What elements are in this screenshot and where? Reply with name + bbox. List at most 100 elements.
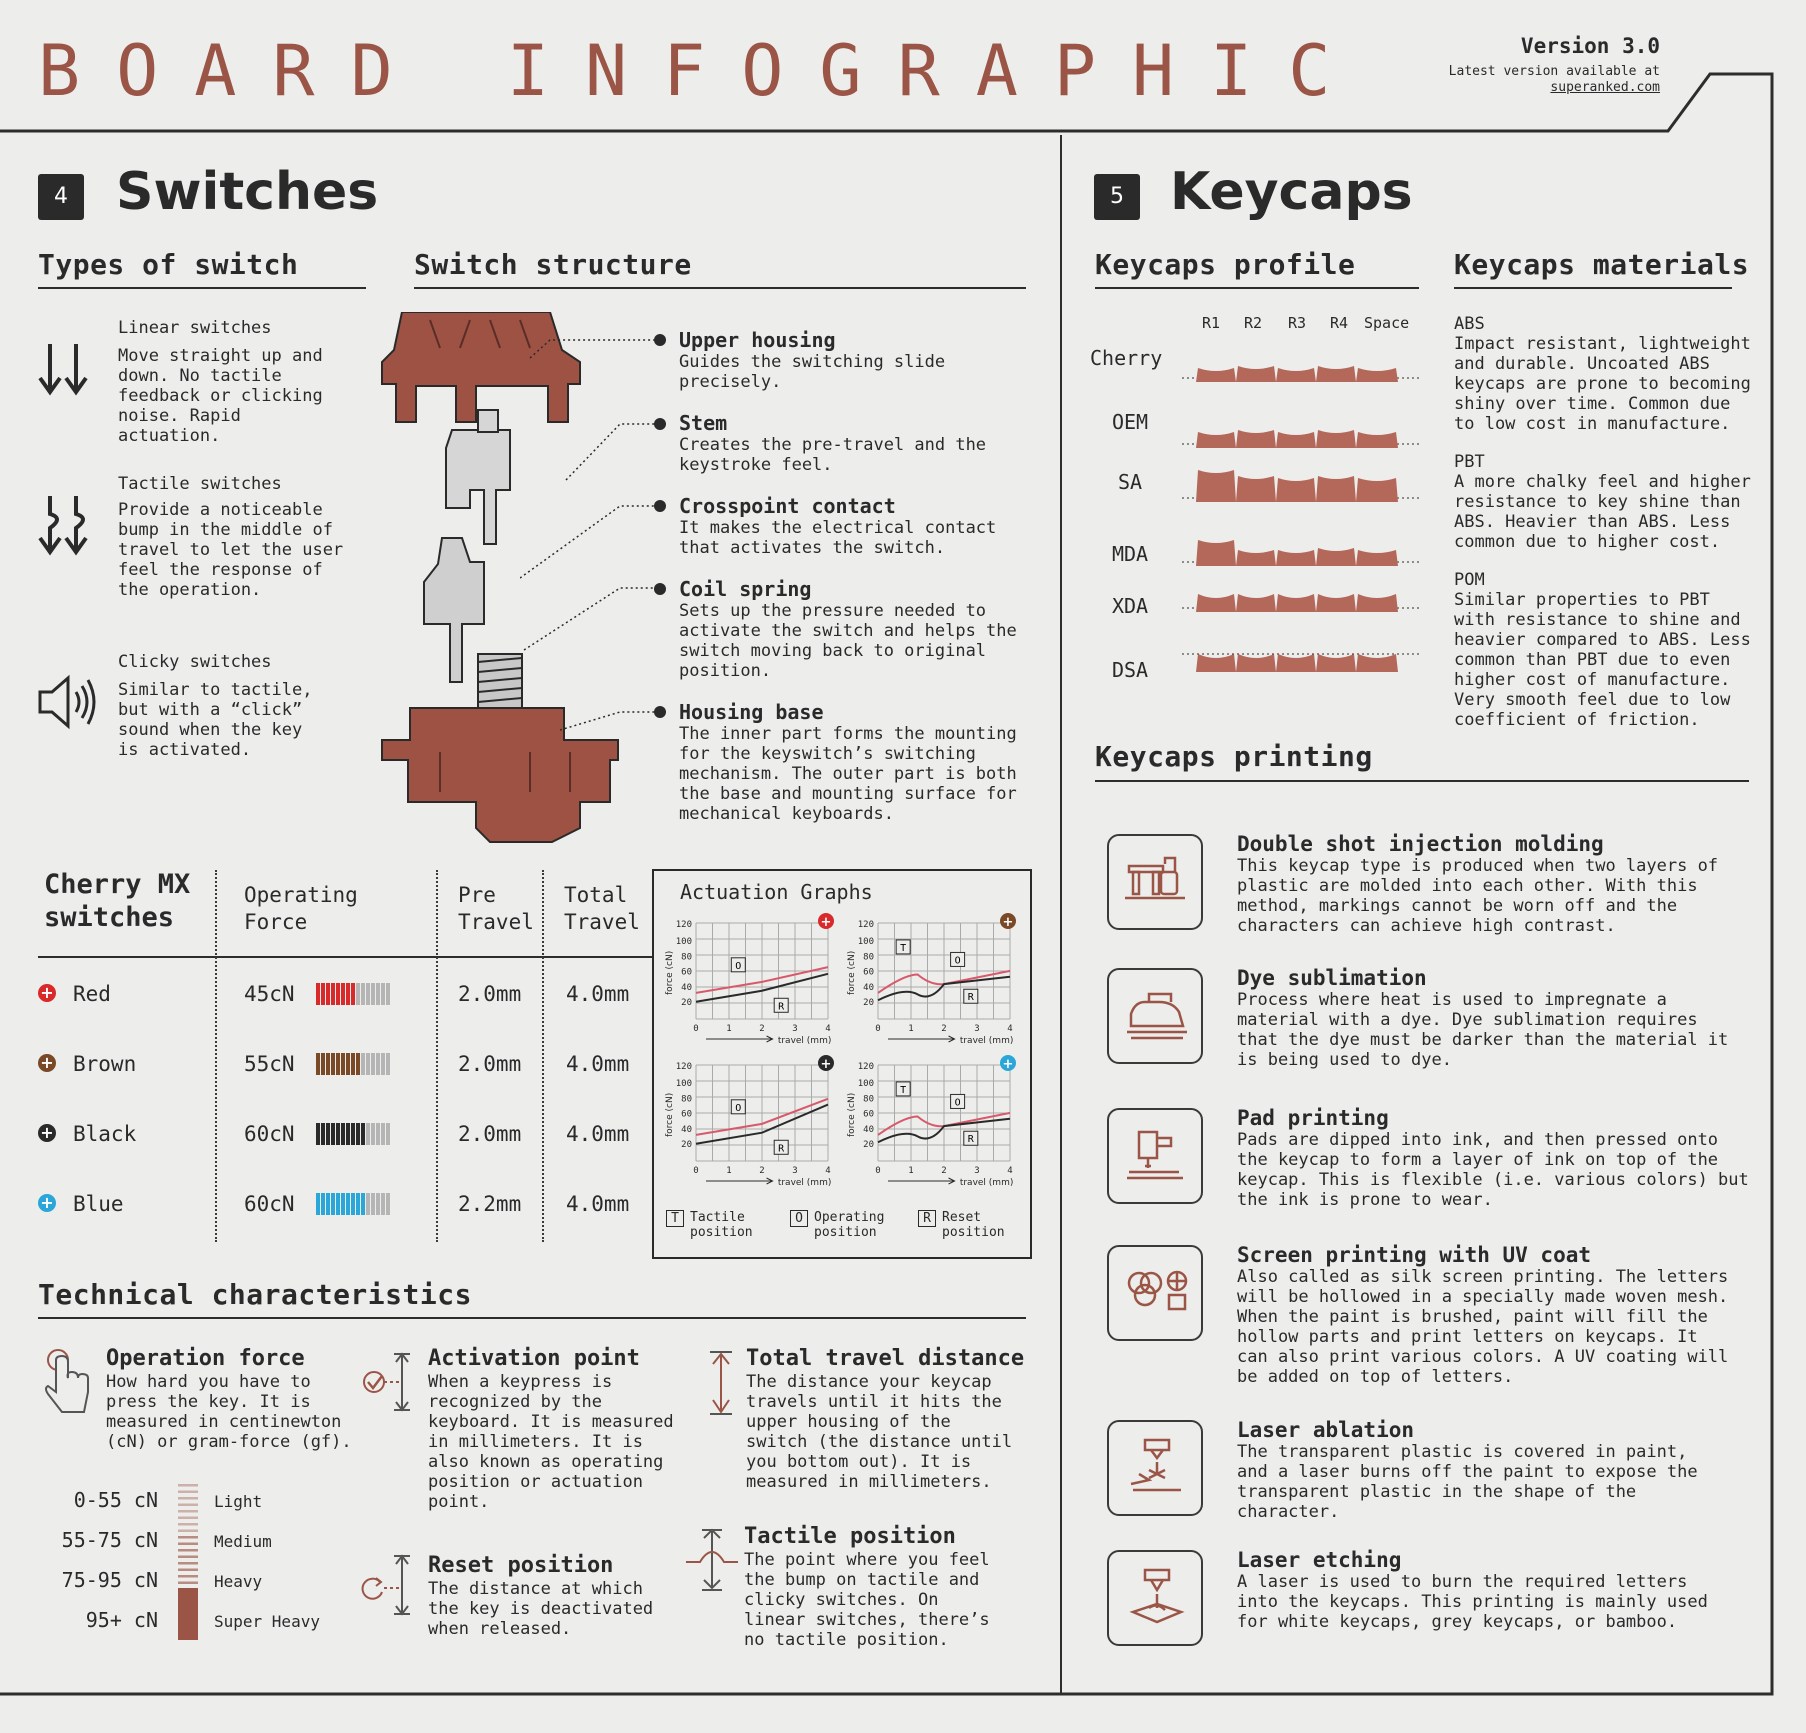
keycap-shape — [1196, 432, 1236, 448]
operating-marker-label: O — [955, 955, 961, 966]
printing-name: Double shot injection molding — [1237, 832, 1604, 856]
desc-line: measured in millimeters. — [746, 1472, 992, 1492]
desc-line: for the keyswitch’s switching — [679, 744, 976, 764]
scale-label: Light — [214, 1492, 263, 1511]
x-tick-label: 1 — [726, 1166, 731, 1176]
pad-printer-icon — [1107, 1108, 1203, 1204]
desc-line: Move straight up and — [118, 346, 323, 366]
desc-line: when released. — [428, 1619, 572, 1639]
printing-desc: This keycap type is produced when two la… — [1237, 856, 1718, 936]
reset-marker-label: R — [778, 1001, 785, 1012]
desc-line: Also called as silk screen printing. The… — [1237, 1267, 1729, 1287]
scale-tick — [178, 1575, 198, 1578]
plus-badge-icon: + — [38, 984, 56, 1002]
desc-line: into the keycaps. This printing is mainl… — [1237, 1592, 1708, 1612]
plus-badge-icon — [1000, 1055, 1016, 1071]
x-tick-label: 0 — [693, 1024, 698, 1034]
tech-heading: Technical characteristics — [38, 1278, 472, 1311]
force-bar-segment — [366, 983, 370, 1005]
row-label: R4 — [1330, 314, 1349, 332]
tech-item-name: Reset position — [428, 1553, 614, 1578]
switch-pretravel: 2.0mm — [458, 982, 522, 1006]
profile-name: OEM — [1111, 410, 1149, 434]
force-bar-segment — [346, 1053, 350, 1075]
desc-line: the ink is prone to wear. — [1237, 1190, 1493, 1210]
desc-line: The transparent plastic is covered in pa… — [1237, 1442, 1688, 1462]
force-bar-segment — [381, 1053, 385, 1075]
desc-line: mechanical keyboards. — [679, 804, 894, 824]
force-bar-segment — [341, 1123, 345, 1145]
scale-tick — [178, 1542, 198, 1545]
header-line: Total — [564, 883, 628, 907]
x-tick-label: 1 — [726, 1024, 731, 1034]
scale-tick — [178, 1601, 198, 1608]
x-tick-label: 1 — [908, 1024, 913, 1034]
desc-line: switch (the distance until — [746, 1432, 1013, 1452]
switch-name: Brown — [73, 1052, 137, 1076]
force-bar-segment — [341, 1193, 345, 1215]
y-tick-label: 20 — [863, 1140, 874, 1150]
force-bar-segment — [361, 983, 365, 1005]
desc-line: How hard you have to — [106, 1372, 311, 1392]
tactile-marker — [895, 1081, 911, 1097]
release-curve — [877, 1117, 1011, 1144]
keycap-shape — [1316, 476, 1356, 502]
operating-marker-label: O — [735, 961, 741, 972]
desc-line: you bottom out). It is — [746, 1452, 972, 1472]
plus-badge-icon: + — [38, 1054, 56, 1072]
press-curve — [695, 1097, 829, 1136]
tech-item-name: Activation point — [428, 1346, 640, 1371]
printing-desc: Also called as silk screen printing. The… — [1237, 1267, 1728, 1387]
part-name: Coil spring — [679, 577, 812, 601]
y-tick-label: 60 — [681, 1110, 692, 1120]
y-axis-label: force (cN) — [665, 1093, 675, 1137]
force-bar-segment — [351, 1193, 355, 1215]
part-marker — [654, 583, 666, 595]
scale-tick — [178, 1607, 198, 1614]
plus-badge-icon — [818, 1055, 834, 1071]
tactile-marker — [895, 939, 911, 955]
scale-range: 0-55 cN — [73, 1488, 158, 1512]
desc-line: shiny over time. Common due — [1454, 394, 1731, 414]
desc-line: is being used to dye. — [1237, 1050, 1452, 1070]
y-tick-label: 100 — [858, 1079, 874, 1089]
iron-icon — [1107, 968, 1203, 1064]
version-label: Version 3.0 — [1520, 34, 1660, 58]
operating-marker — [950, 1093, 966, 1109]
scale-range: 95+ cN — [85, 1608, 158, 1632]
table-header-switches: Cherry MX switches — [44, 868, 190, 934]
desc-line: switch moving back to original — [679, 641, 987, 661]
force-bar-segment — [351, 983, 355, 1005]
tactile-position-icon — [686, 1528, 738, 1591]
y-axis-label: force (cN) — [847, 951, 857, 995]
y-tick-label: 80 — [863, 952, 874, 962]
version-link[interactable]: superanked.com — [1550, 80, 1660, 95]
scale-tick — [178, 1627, 198, 1634]
switch-force: 60cN — [244, 1192, 295, 1216]
row-label: R1 — [1202, 314, 1221, 332]
part-marker — [654, 706, 666, 718]
switch-totaltravel: 4.0mm — [566, 1052, 630, 1076]
switch-name: Red — [73, 982, 111, 1006]
force-bar-segment — [361, 1123, 365, 1145]
table-header-force: Operating Force — [244, 882, 358, 936]
keycap-shape — [1356, 654, 1398, 672]
scale-tick — [178, 1490, 198, 1493]
desc-line: travels until it hits the — [746, 1392, 1002, 1412]
keycap-shape — [1196, 368, 1236, 382]
legend-operating: O Operating position — [790, 1210, 884, 1240]
graphs-legend: T Tactile position O Operating position R Res… — [666, 1210, 1026, 1250]
desc-line: method, markings cannot be worn off and … — [1237, 896, 1678, 916]
force-bar-segment — [316, 1053, 320, 1075]
desc-line: It makes the electrical contact — [679, 518, 997, 538]
desc-line: Provide a noticeable — [118, 500, 323, 520]
press-curve — [877, 969, 1011, 994]
desc-line: in millimeters. It is — [428, 1432, 643, 1452]
force-bar-segment — [376, 983, 380, 1005]
printing-name: Laser etching — [1237, 1548, 1402, 1572]
scale-tick — [178, 1523, 198, 1526]
laser-etching-icon — [1107, 1550, 1203, 1646]
reset-marker — [773, 997, 789, 1013]
printing-name: Dye sublimation — [1237, 966, 1427, 990]
material-pbt: PBT A more chalky feel and higher resist… — [1454, 452, 1751, 552]
